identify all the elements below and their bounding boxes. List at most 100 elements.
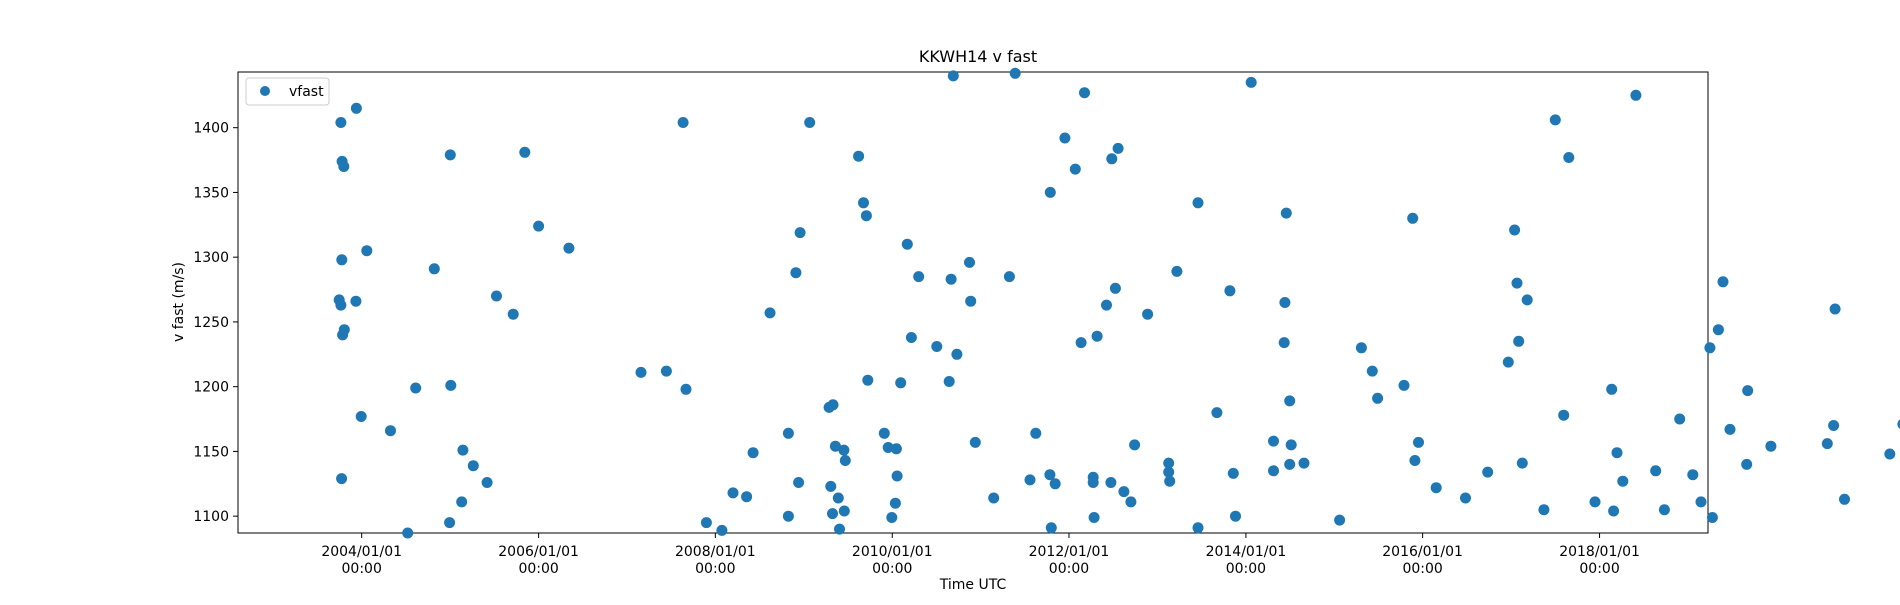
- data-point: [1087, 477, 1099, 488]
- data-point: [1704, 342, 1716, 354]
- data-point: [456, 496, 468, 508]
- data-point: [1284, 458, 1296, 470]
- data-point: [1003, 271, 1015, 283]
- x-tick-time-label: 00:00: [695, 561, 735, 577]
- data-point: [860, 210, 872, 222]
- data-point: [338, 161, 350, 172]
- data-point: [1268, 435, 1279, 447]
- y-tick-label: 1250: [193, 315, 229, 331]
- data-point: [858, 197, 869, 209]
- y-tick-label: 1400: [193, 121, 229, 137]
- data-point: [965, 295, 977, 307]
- data-point: [660, 365, 672, 377]
- data-point: [1079, 87, 1090, 99]
- x-tick-label: 2012/01/01: [1029, 544, 1110, 560]
- data-point: [402, 527, 414, 539]
- data-point: [507, 308, 519, 320]
- data-point: [1024, 474, 1036, 486]
- data-point: [895, 377, 907, 389]
- data-point: [335, 299, 347, 311]
- data-point: [1502, 356, 1514, 368]
- data-point: [913, 271, 925, 283]
- data-point: [1105, 477, 1117, 488]
- data-point: [827, 508, 838, 520]
- data-point: [1706, 512, 1718, 523]
- data-point: [1606, 383, 1618, 395]
- y-tick-label: 1350: [193, 185, 229, 201]
- data-point: [410, 382, 422, 394]
- data-point: [1413, 436, 1424, 448]
- legend: vfast: [245, 77, 330, 106]
- data-point: [1695, 496, 1707, 508]
- data-point: [825, 480, 837, 492]
- data-point: [1839, 493, 1850, 505]
- data-point: [1044, 186, 1056, 198]
- data-point: [1118, 486, 1130, 498]
- data-point: [1611, 447, 1623, 459]
- data-point: [1765, 440, 1777, 452]
- data-point: [677, 117, 689, 128]
- data-point: [1045, 522, 1057, 534]
- data-point: [1112, 142, 1124, 154]
- y-tick-label: 1150: [193, 444, 229, 460]
- data-point: [1075, 337, 1087, 349]
- data-point: [1724, 423, 1736, 435]
- data-point: [1687, 469, 1699, 481]
- data-point: [428, 263, 440, 275]
- data-point: [1658, 504, 1670, 516]
- data-point: [943, 376, 955, 387]
- data-point: [1101, 299, 1112, 311]
- data-point: [1163, 466, 1175, 478]
- data-point: [336, 473, 348, 485]
- data-point: [1366, 365, 1378, 377]
- data-points: [333, 67, 1900, 539]
- data-point: [1285, 439, 1297, 451]
- data-point: [727, 487, 739, 499]
- data-point: [1741, 458, 1753, 470]
- data-point: [838, 505, 850, 517]
- data-point: [1334, 514, 1346, 526]
- data-point: [839, 455, 851, 466]
- x-tick-time-label: 00:00: [872, 561, 912, 577]
- data-point: [1409, 455, 1421, 466]
- data-point: [519, 146, 531, 158]
- x-tick-time-label: 00:00: [1579, 561, 1619, 577]
- data-point: [1245, 76, 1257, 88]
- data-point: [1407, 212, 1419, 224]
- data-point: [336, 254, 348, 266]
- data-point: [1884, 448, 1896, 460]
- x-tick-time-label: 00:00: [1226, 561, 1266, 577]
- data-point: [1059, 132, 1071, 144]
- data-point: [1125, 496, 1137, 508]
- data-point: [882, 442, 894, 453]
- data-point: [1355, 342, 1367, 354]
- data-point: [1549, 114, 1561, 126]
- y-tick-label: 1100: [193, 509, 229, 525]
- data-point: [931, 341, 943, 352]
- x-tick-label: 2008/01/01: [675, 544, 756, 560]
- data-point: [794, 227, 806, 239]
- data-point: [1049, 478, 1061, 490]
- legend-marker: [260, 86, 270, 96]
- data-point: [1589, 496, 1601, 508]
- data-point: [969, 436, 981, 448]
- data-point: [1106, 153, 1118, 165]
- x-tick-time-label: 00:00: [342, 561, 382, 577]
- x-tick-label: 2018/01/01: [1559, 544, 1640, 560]
- data-point: [1430, 482, 1442, 494]
- data-point: [1460, 492, 1471, 504]
- data-point: [1828, 420, 1840, 431]
- x-tick-time-label: 00:00: [1402, 561, 1442, 577]
- data-point: [1109, 282, 1121, 294]
- x-tick-label: 2010/01/01: [852, 544, 933, 560]
- data-point: [1563, 152, 1575, 163]
- data-point: [1398, 379, 1410, 391]
- data-point: [832, 492, 844, 504]
- data-point: [716, 524, 728, 536]
- data-point: [790, 267, 802, 279]
- legend-label-vfast: vfast: [289, 84, 324, 100]
- data-point: [1284, 395, 1296, 407]
- data-point: [853, 150, 865, 162]
- data-point: [1069, 163, 1081, 175]
